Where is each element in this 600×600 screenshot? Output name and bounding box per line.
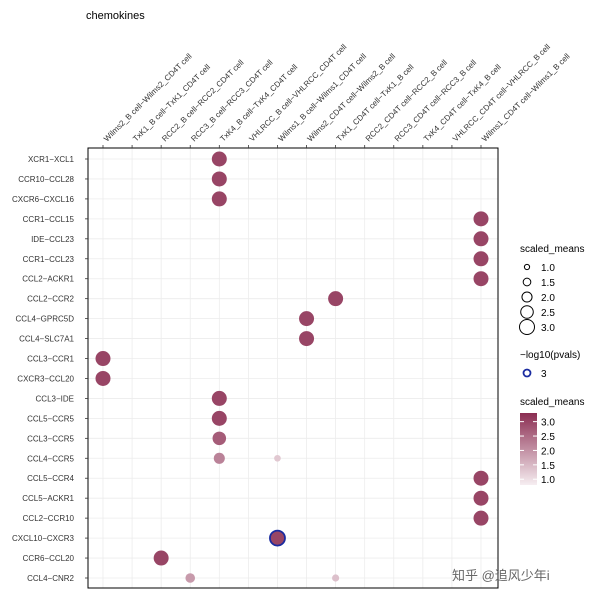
y-tick-label: CCL5−CCR5 (27, 414, 74, 423)
legend-color-label: 1.0 (541, 475, 555, 486)
legend-color-label: 2.5 (541, 432, 555, 443)
data-point (473, 271, 489, 287)
y-tick-label: CCL3−IDE (36, 394, 74, 403)
chart-title: chemokines (86, 10, 145, 22)
data-point (211, 390, 227, 406)
legend-pval-title: −log10(pvals) (520, 350, 580, 361)
legend-color-label: 2.0 (541, 446, 555, 457)
legend-color: scaled_means 3.0 2.5 2.0 1.5 1.0 (520, 397, 584, 486)
legend-size: scaled_means 1.0 1.5 2.0 2.5 3.0 (519, 244, 584, 335)
y-tick-label: CXCL10−CXCR3 (12, 534, 75, 543)
y-tick-label: CCR1−CCL15 (23, 215, 75, 224)
y-tick-label: CCL4−GPRC5D (16, 315, 75, 324)
data-point (328, 291, 344, 307)
y-tick-label: CCL4−CNR2 (27, 574, 74, 583)
y-tick-label: CCL2−CCR2 (27, 295, 74, 304)
legend-size-title: scaled_means (520, 244, 584, 255)
data-point (299, 331, 315, 347)
y-tick-label: XCR1−XCL1 (28, 155, 75, 164)
y-tick-label: CXCR6−CXCL16 (12, 195, 75, 204)
legend-size-key (523, 263, 531, 271)
data-point (211, 410, 227, 426)
data-point (211, 151, 227, 167)
y-tick-label: CCL5−CCR4 (27, 474, 74, 483)
data-point (211, 191, 227, 207)
data-point (211, 171, 227, 187)
y-tick-label: CCL2−ACKR1 (22, 275, 74, 284)
watermark-text: 知乎 @追风少年i (452, 568, 550, 583)
legend-pval-label: 3 (541, 369, 547, 380)
data-point-significant (269, 529, 286, 547)
legend-size-label: 1.0 (541, 263, 555, 274)
data-point (473, 251, 489, 267)
legend-size-label: 1.5 (541, 278, 555, 289)
data-point (473, 490, 489, 506)
y-tick-label: CCL4−SLC7A1 (19, 335, 74, 344)
y-tick-label: CCL2−CCR10 (23, 514, 75, 523)
data-point (473, 211, 489, 227)
legend-size-key (520, 305, 534, 319)
data-point (274, 454, 281, 462)
legend-pval: −log10(pvals) 3 (520, 350, 580, 380)
data-point (299, 311, 315, 327)
y-tick-label: CXCR3−CCL20 (17, 374, 74, 383)
y-tick-label: CCL4−CCR5 (27, 454, 74, 463)
plot-border (87, 147, 499, 589)
legend-size-label: 2.5 (541, 308, 555, 319)
legend-size-key (519, 319, 535, 335)
legend-size-label: 2.0 (541, 293, 555, 304)
data-point (473, 470, 489, 486)
y-tick-label: CCL3−CCR5 (27, 434, 74, 443)
legend-color-title: scaled_means (520, 397, 584, 408)
y-tick-label: CCL3−CCR1 (27, 355, 74, 364)
legend-color-label: 3.0 (541, 418, 555, 429)
data-point (153, 550, 169, 566)
y-tick-label: CCR6−CCL20 (23, 554, 75, 563)
data-point (213, 452, 225, 464)
legend-color-label: 1.5 (541, 461, 555, 472)
data-point (95, 370, 111, 386)
legend-size-key (521, 291, 533, 303)
legend-pval-key (522, 368, 532, 378)
data-point (473, 231, 489, 247)
data-point (473, 510, 489, 526)
data-point (185, 573, 196, 583)
data-point (212, 431, 227, 446)
legend-color-bar (520, 413, 537, 485)
y-tick-label: CCR10−CCL28 (18, 175, 74, 184)
y-tick-label: CCR1−CCL23 (23, 255, 75, 264)
legend-size-label: 3.0 (541, 323, 555, 334)
data-point (95, 351, 111, 367)
legend-size-key (522, 277, 532, 287)
y-tick-label: IDE−CCL23 (31, 235, 74, 244)
y-tick-label: CCL5−ACKR1 (22, 494, 74, 503)
data-point (332, 574, 340, 582)
